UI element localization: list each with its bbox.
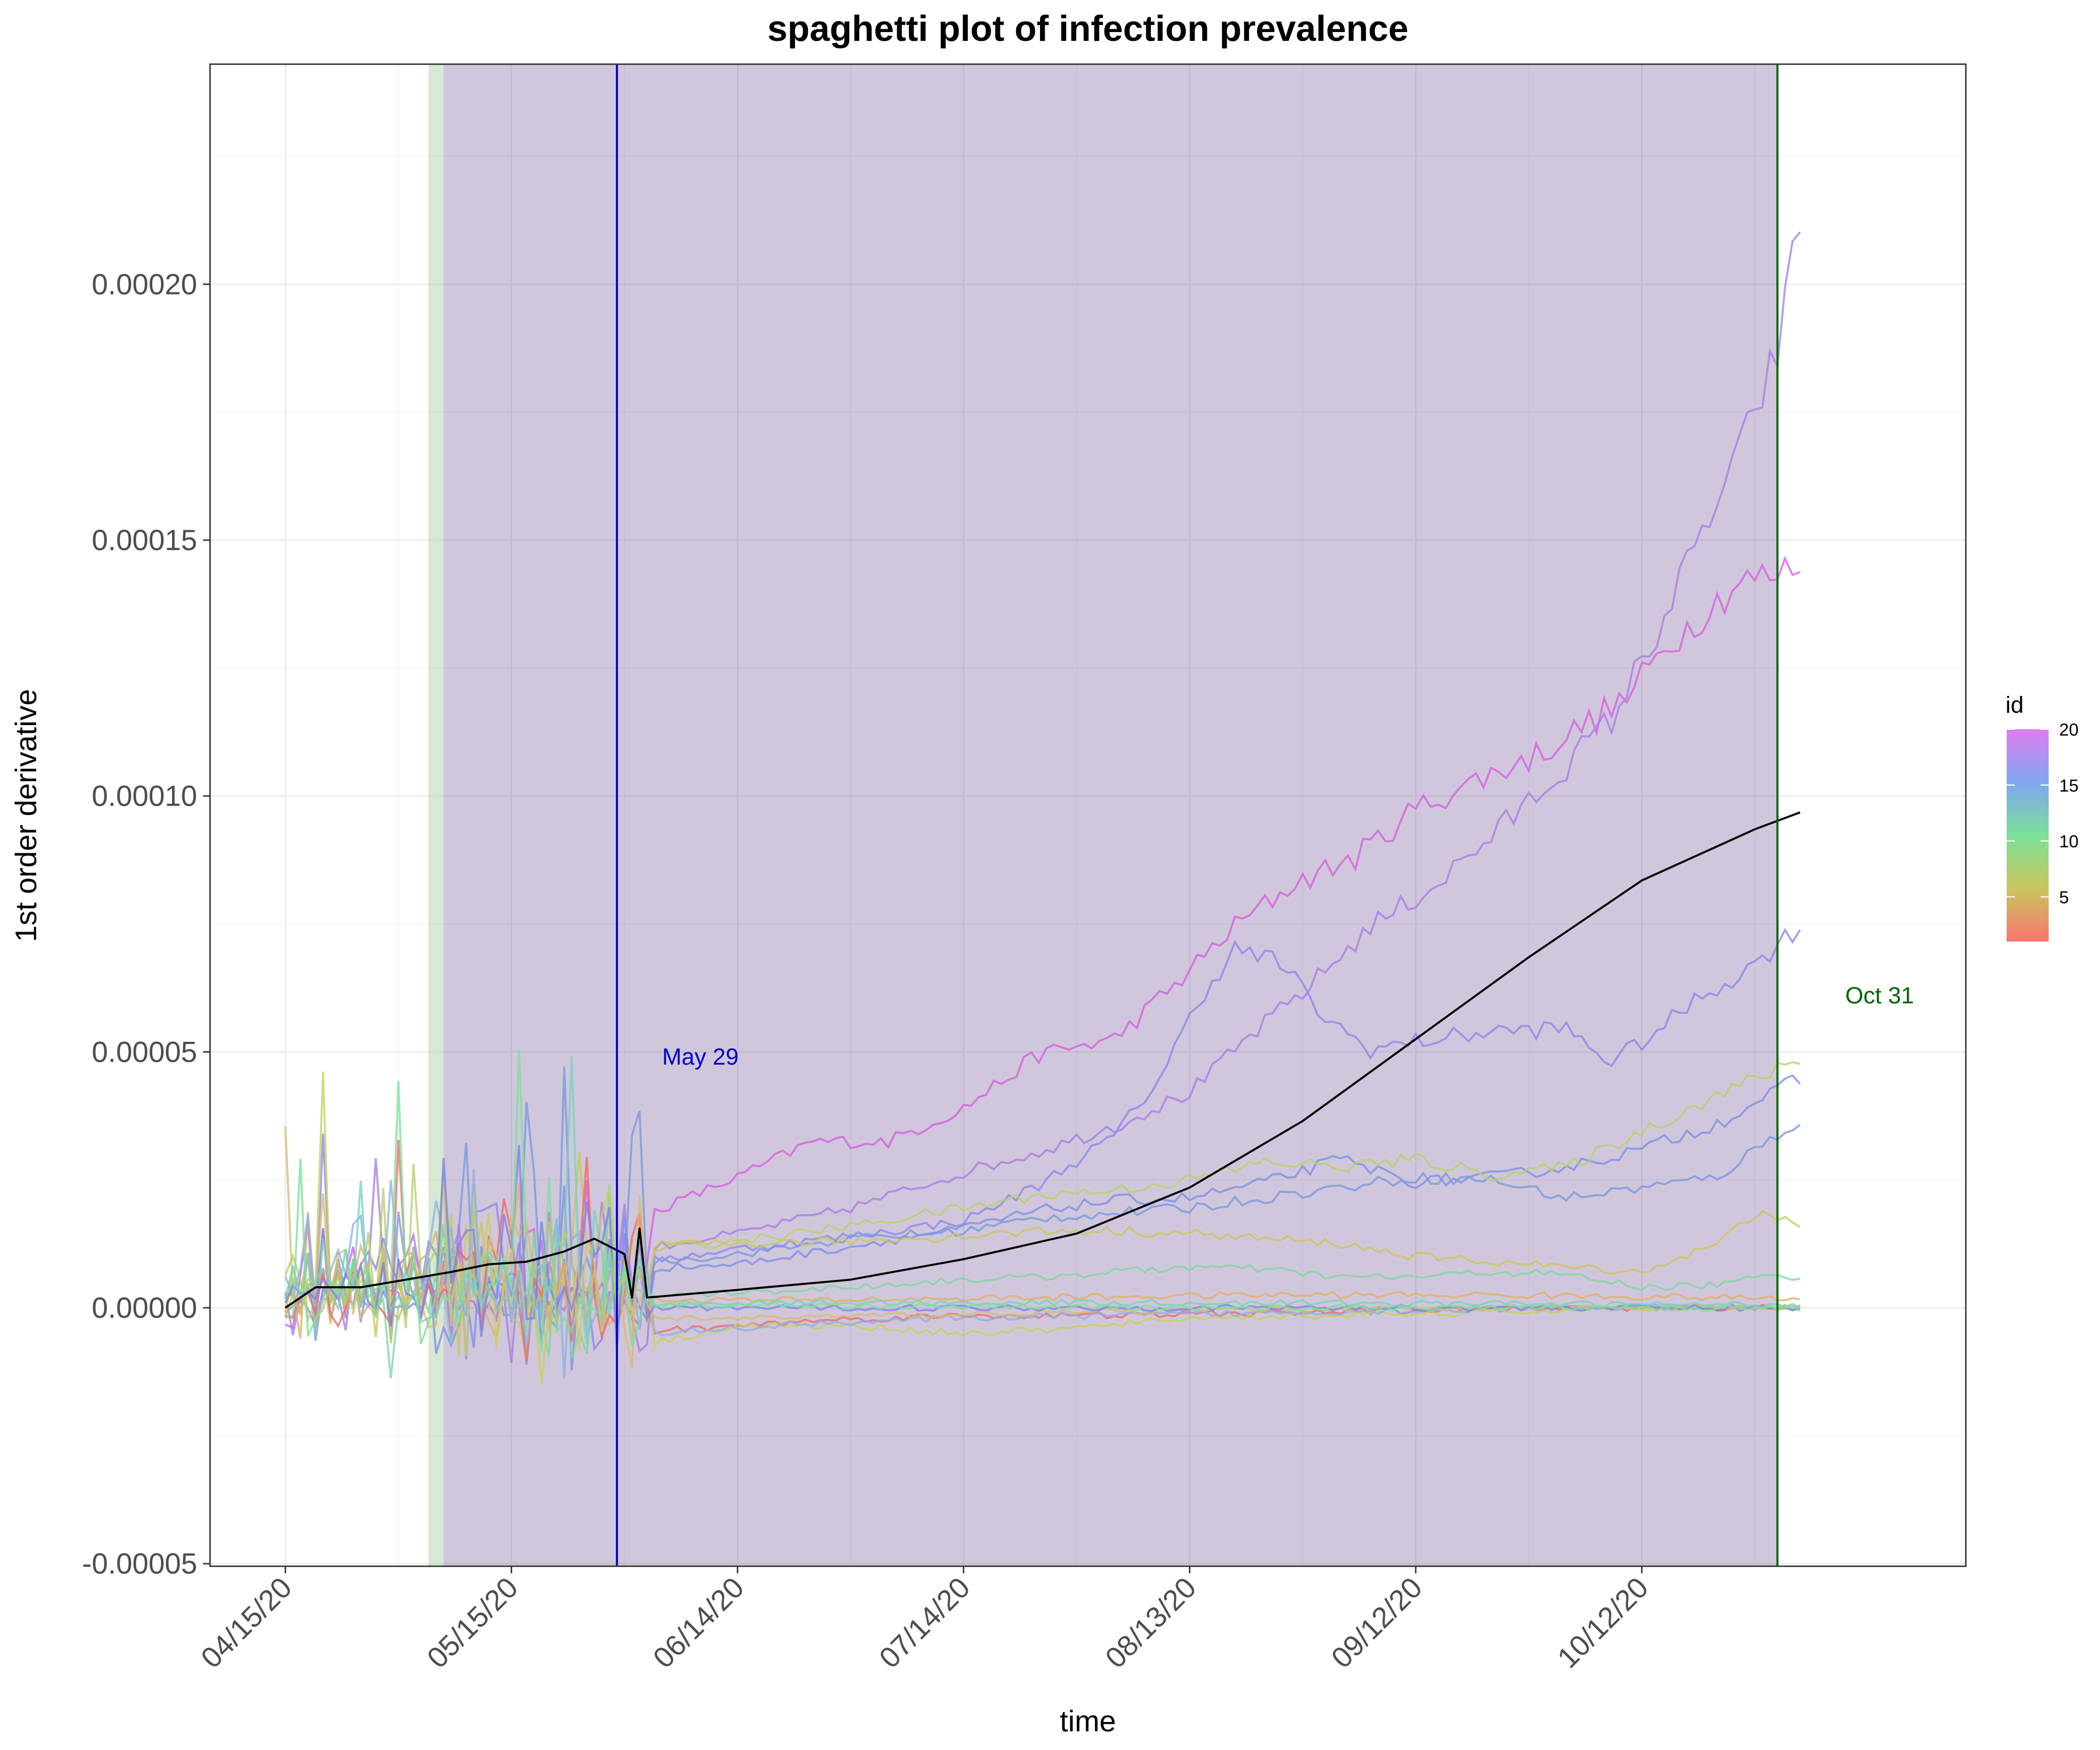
x-axis: 04/15/20 05/15/20 06/14/20 07/14/20 08/13/20… [195,1566,1654,1674]
y-axis: -0.00005 0.00000 0.00005 0.00010 0.00015 0.00… [82,268,210,1580]
y-tick-label: 0.00015 [92,524,197,556]
x-tick-label: 05/15/20 [421,1571,524,1674]
x-tick-label: 07/14/20 [873,1571,976,1674]
series-line [284,1183,1801,1343]
annotations: May 29 Oct 31 [662,983,1914,1070]
smooth-line-path [285,811,1801,1309]
legend-tick-label: 15 [2059,776,2078,796]
legend-tick-label: 20 [2059,720,2078,740]
vertical-lines [615,64,1779,1566]
smooth-line [285,811,1801,1309]
x-tick-label: 09/12/20 [1325,1571,1429,1674]
y-axis-title: 1st order derivative [9,689,43,942]
shaded-region [443,64,1778,1566]
x-tick-label: 08/13/20 [1099,1571,1202,1674]
legend-ticks: 5 10 15 20 [2007,720,2078,907]
legend-colorbar [2007,729,2049,942]
series-lines [284,231,1801,1384]
series-line [284,1144,1801,1352]
y-tick-label: 0.00000 [92,1292,197,1324]
y-tick-label: 0.00005 [92,1035,197,1068]
legend: id 5 10 15 20 [2006,692,2078,942]
series-line [284,1071,1801,1384]
legend-tick-label: 5 [2059,888,2069,907]
series-line [285,1049,1801,1352]
y-tick-label: 0.00010 [92,780,197,813]
series-line [284,1056,1801,1345]
x-axis-title: time [1060,1704,1116,1738]
x-tick-label: 06/14/20 [647,1571,750,1674]
legend-title: id [2006,692,2024,718]
chart-title: spaghetti plot of infection prevalence [768,9,1409,49]
annotation-label: May 29 [662,1044,738,1070]
x-tick-label: 10/12/20 [1551,1571,1654,1674]
y-tick-label: 0.00020 [92,268,197,300]
series-line [285,1066,1801,1341]
y-tick-label: -0.00005 [82,1548,197,1580]
legend-tick-label: 10 [2059,832,2078,852]
x-tick-label: 04/15/20 [195,1571,298,1674]
plot-border [209,63,1967,1567]
annotation-label: Oct 31 [1845,983,1914,1009]
